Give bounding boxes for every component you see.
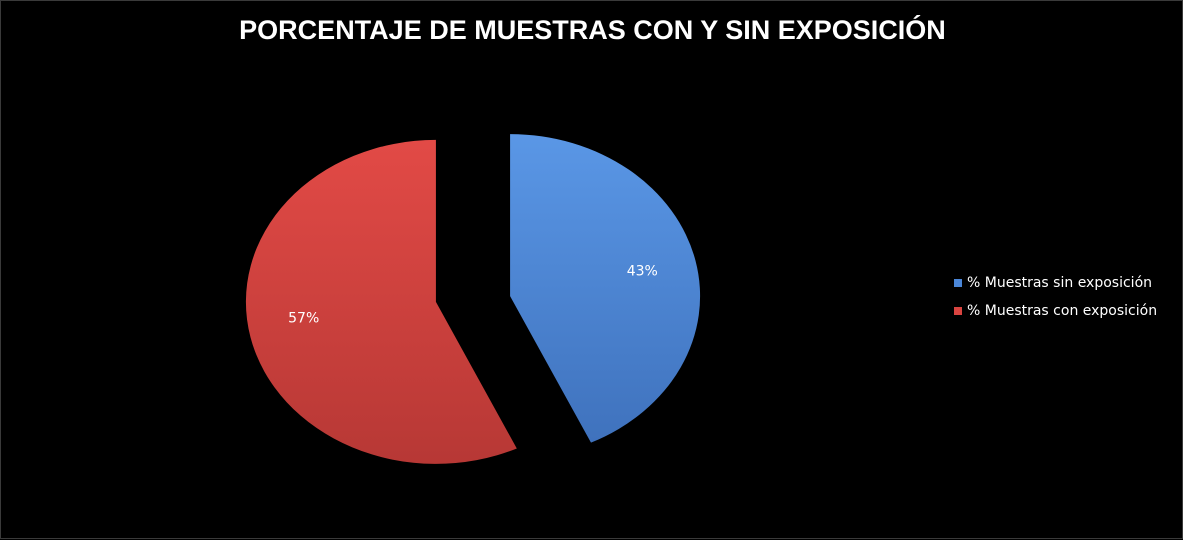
pie-slice-1 — [245, 139, 517, 464]
legend: % Muestras sin exposición % Muestras con… — [954, 271, 1157, 327]
chart-title: PORCENTAJE DE MUESTRAS CON Y SIN EXPOSIC… — [239, 15, 946, 45]
legend-item-sin-exposicion: % Muestras sin exposición — [954, 271, 1157, 295]
legend-item-con-exposicion: % Muestras con exposición — [954, 299, 1157, 323]
pie-data-label-0: 43% — [627, 263, 658, 279]
pie-slice-0 — [510, 134, 701, 443]
legend-label: % Muestras sin exposición — [967, 275, 1153, 291]
legend-swatch-red — [954, 307, 962, 315]
pie-data-label-1: 57% — [288, 311, 319, 327]
legend-label: % Muestras con exposición — [967, 303, 1158, 319]
legend-swatch-blue — [954, 279, 962, 287]
